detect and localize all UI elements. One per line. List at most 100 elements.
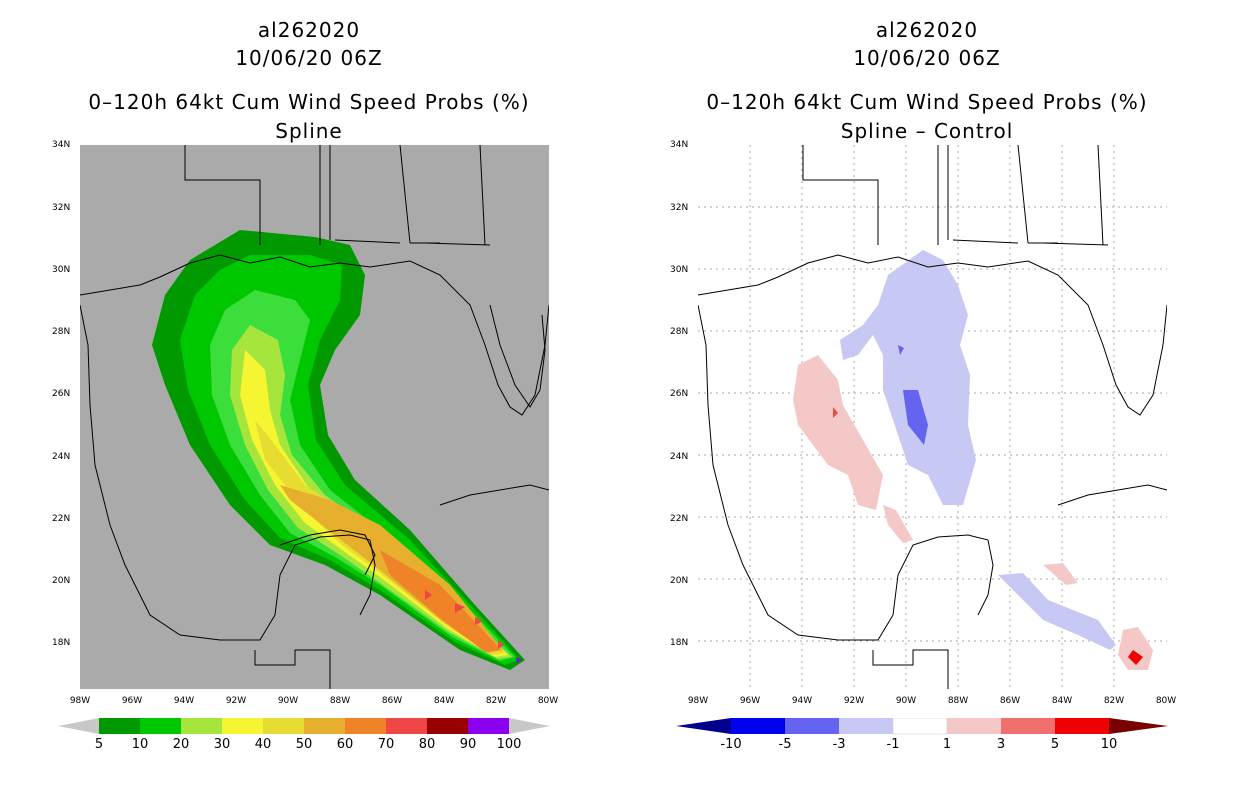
colorbar-low-arrow: [58, 718, 99, 734]
lon-label-82: 82W: [1103, 696, 1125, 706]
cbar-label-80: 80: [418, 737, 436, 752]
pos-contour-strong: [1128, 650, 1143, 665]
colorbar-box-5: [99, 718, 140, 734]
lon-label-94: 94W: [173, 696, 195, 706]
coastline-gulf: [80, 254, 549, 416]
cbar-label-5: 5: [1050, 737, 1060, 752]
cbar-label-neg1: -1: [886, 737, 900, 752]
colorbar-box-70: [386, 718, 427, 734]
cbar-label-1: 1: [942, 737, 952, 752]
lat-label-30: 30N: [670, 265, 689, 275]
state-borders: [802, 145, 1109, 689]
colorbar-box-neg10: [731, 718, 785, 734]
right-panel: al262020 10/06/20 06Z 0–120h 64kt Cum Wi…: [618, 0, 1236, 800]
lat-label-18: 18N: [52, 638, 71, 648]
cbar-label-20: 20: [172, 737, 190, 752]
cbar-label-60: 60: [336, 737, 354, 752]
neg-contour-mid: [898, 345, 928, 445]
colorbar-box-neg1: [892, 718, 948, 735]
datetime-title: 10/06/20 06Z: [235, 46, 383, 70]
lon-label-84: 84W: [1051, 696, 1073, 706]
colorbar-box-10: [140, 718, 181, 734]
lat-label-30: 30N: [52, 265, 71, 275]
lat-label-20: 20N: [52, 576, 71, 586]
colorbar-box-50: [304, 718, 345, 734]
florida-peninsula: [489, 304, 546, 408]
colorbar-box-90: [468, 718, 509, 734]
cbar-label-5: 5: [94, 737, 104, 752]
lon-label-96: 96W: [739, 696, 761, 706]
lat-label-28: 28N: [52, 327, 71, 337]
cbar-label-100: 100: [496, 737, 522, 752]
lon-label-90: 90W: [277, 696, 299, 706]
cbar-label-3: 3: [996, 737, 1006, 752]
state-borders: [184, 145, 491, 689]
lat-label-28: 28N: [670, 327, 689, 337]
colorbar-box-neg3: [839, 718, 893, 734]
lat-label-34: 34N: [670, 140, 689, 150]
cbar-label-50: 50: [295, 737, 313, 752]
contour-100: [516, 657, 522, 663]
lon-label-92: 92W: [843, 696, 865, 706]
cbar-label-30: 30: [213, 737, 231, 752]
colorbar-high-arrow: [1109, 718, 1168, 734]
lat-label-26: 26N: [52, 389, 71, 399]
colorbar-high-arrow: [509, 718, 550, 734]
cbar-label-neg3: -3: [832, 737, 846, 752]
neg-contour-caribbean: [998, 573, 1116, 650]
colorbar-box-3: [1001, 718, 1055, 734]
coastline-texas-mexico: [80, 304, 376, 641]
cbar-label-10: 10: [1100, 737, 1118, 752]
pos-contour-mid-west: [833, 407, 838, 418]
contour-70: [380, 550, 500, 652]
lat-label-18: 18N: [670, 638, 689, 648]
subtitle: Spline – Control: [840, 119, 1014, 143]
pos-contour-caribbean: [1043, 563, 1153, 670]
difference-map-svg: [698, 145, 1167, 689]
cbar-label-neg10: -10: [720, 737, 742, 752]
lon-label-90: 90W: [895, 696, 917, 706]
lat-label-34: 34N: [52, 140, 71, 150]
lat-label-20: 20N: [670, 576, 689, 586]
pos-contour-light-west: [793, 355, 913, 543]
lat-label-22: 22N: [52, 514, 71, 524]
difference-colorbar: [676, 718, 1168, 735]
colorbar-box-60: [345, 718, 386, 734]
lon-label-82: 82W: [485, 696, 507, 706]
colorbar-low-arrow: [676, 718, 731, 734]
lon-label-92: 92W: [225, 696, 247, 706]
coastline-gulf: [698, 254, 1167, 416]
colorbar-box-neg5: [785, 718, 839, 734]
lat-label-32: 32N: [52, 203, 71, 213]
colorbar-box-40: [263, 718, 304, 734]
lat-label-32: 32N: [670, 203, 689, 213]
neg-contour-light: [840, 250, 976, 505]
lon-label-98: 98W: [687, 696, 709, 706]
product-title: 0–120h 64kt Cum Wind Speed Probs (%): [88, 90, 530, 114]
contour-20: [210, 290, 515, 661]
storm-id-title: al262020: [875, 18, 979, 42]
cbar-label-neg5: -5: [778, 737, 792, 752]
lon-label-84: 84W: [433, 696, 455, 706]
colorbar-box-30: [222, 718, 263, 734]
coastline-cuba: [1057, 484, 1167, 506]
cbar-label-70: 70: [377, 737, 395, 752]
contour-40: [240, 350, 508, 657]
lon-label-86: 86W: [999, 696, 1021, 706]
product-title: 0–120h 64kt Cum Wind Speed Probs (%): [706, 90, 1148, 114]
lat-label-24: 24N: [52, 452, 71, 462]
datetime-title: 10/06/20 06Z: [853, 46, 1001, 70]
lon-label-88: 88W: [947, 696, 969, 706]
subtitle: Spline: [275, 119, 343, 143]
difference-map: [698, 145, 1167, 689]
lon-label-80: 80W: [537, 696, 559, 706]
lon-label-80: 80W: [1155, 696, 1177, 706]
probability-map-svg: [80, 145, 549, 689]
colorbar-box-1: [947, 718, 1001, 734]
lon-label-96: 96W: [121, 696, 143, 706]
lat-label-22: 22N: [670, 514, 689, 524]
lon-label-88: 88W: [329, 696, 351, 706]
colorbar-box-80: [427, 718, 468, 734]
cbar-label-10: 10: [131, 737, 149, 752]
probability-map: [80, 145, 549, 689]
